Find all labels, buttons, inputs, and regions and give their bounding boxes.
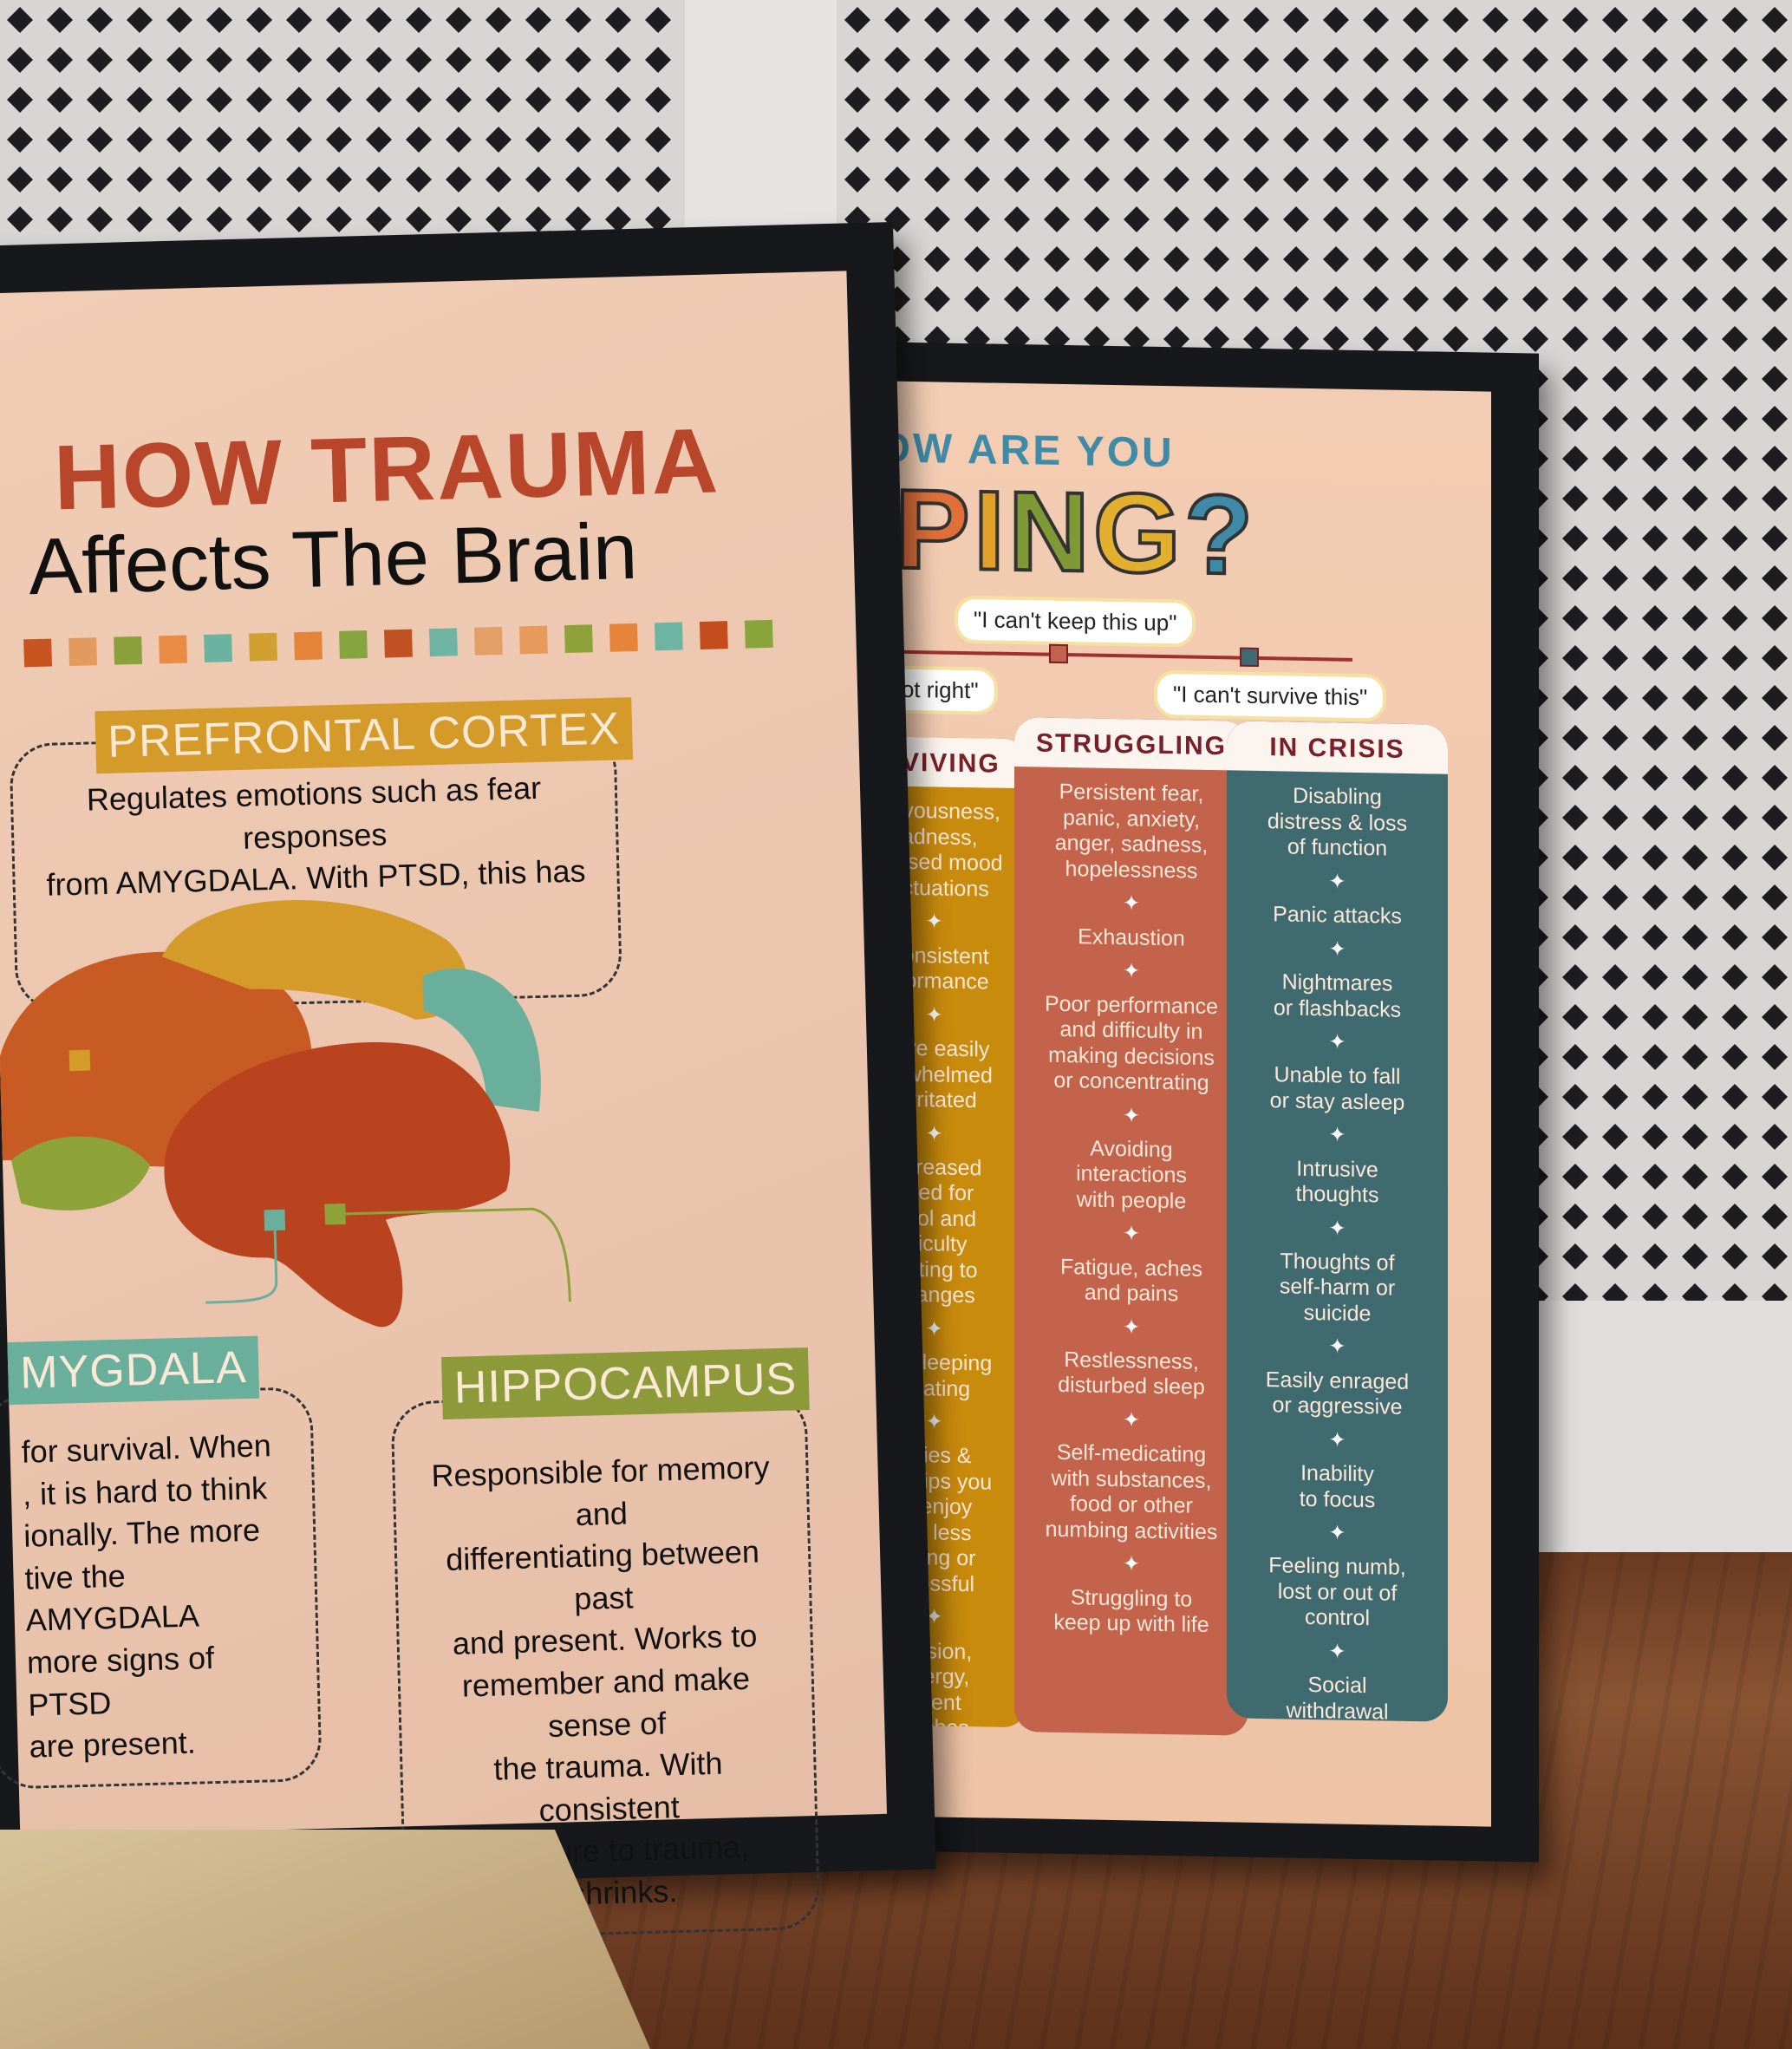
symptom-item: Self-medicating with substances, food or… xyxy=(1045,1440,1218,1544)
sparkle-separator-icon: ✦ xyxy=(1122,1552,1141,1576)
color-square xyxy=(654,622,683,651)
color-square xyxy=(519,625,548,655)
sparkle-separator-icon: ✦ xyxy=(1328,1334,1346,1360)
sparkle-separator-icon: ✦ xyxy=(1328,1216,1346,1241)
sparkle-separator-icon: ✦ xyxy=(1122,1103,1141,1128)
symptom-item: Avoiding interactions with people xyxy=(1076,1136,1187,1214)
title-letter: N xyxy=(1007,466,1095,597)
color-strip xyxy=(23,619,773,668)
symptom-item: Thoughts of self-harm or suicide xyxy=(1279,1249,1396,1327)
column-struggling: STRUGGLING Persistent fear, panic, anxiet… xyxy=(1014,717,1248,1736)
color-square xyxy=(23,638,53,668)
column-in-crisis: IN CRISIS Disabling distress & loss of fu… xyxy=(1227,721,1448,1722)
title-letter: G xyxy=(1091,467,1186,599)
sparkle-separator-icon: ✦ xyxy=(1328,1428,1346,1452)
color-square xyxy=(474,626,503,656)
column-body: Disabling distress & loss of function ✦ Pa… xyxy=(1227,771,1448,1722)
amygdala-description: for survival. When , it is hard to think… xyxy=(0,1386,323,1790)
color-square xyxy=(114,636,142,665)
color-square xyxy=(744,619,773,649)
brain-temporal-lobe xyxy=(164,1042,511,1328)
prefrontal-marker xyxy=(68,1049,91,1072)
brain-parietal-lobe xyxy=(161,900,467,1020)
symptom-item: Easily enraged or aggressive xyxy=(1265,1367,1410,1420)
symptom-item: Disabling distress & loss of function xyxy=(1267,784,1408,861)
wooden-block xyxy=(0,1830,650,2049)
color-square xyxy=(249,632,277,662)
color-square xyxy=(339,630,368,659)
amygdala-marker xyxy=(264,1209,286,1231)
sparkle-separator-icon: ✦ xyxy=(1328,1521,1346,1545)
symptom-item: Social withdrawal xyxy=(1286,1673,1389,1722)
column-header: STRUGGLING xyxy=(1014,717,1248,772)
sparkle-separator-icon: ✦ xyxy=(1122,1315,1141,1340)
amygdala-label: MYGDALA xyxy=(7,1335,260,1406)
symptom-item: Nightmares or flashbacks xyxy=(1273,969,1402,1022)
color-square xyxy=(609,623,638,652)
symptom-item: Restlessness, disturbed sleep xyxy=(1058,1347,1205,1400)
color-square xyxy=(294,631,323,661)
color-square xyxy=(384,629,413,658)
hippocampus-marker xyxy=(324,1203,346,1225)
brain-cerebellum xyxy=(10,1136,151,1210)
poster-title-line2: Affects The Brain xyxy=(27,506,639,612)
column-header: IN CRISIS xyxy=(1227,721,1448,775)
trauma-brain-poster-frame: HOW TRAUMA Affects The Brain Regulates e… xyxy=(0,221,936,1940)
symptom-item: Unable to fall or stay asleep xyxy=(1269,1062,1405,1115)
symptom-item: Intrusive thoughts xyxy=(1295,1156,1379,1208)
symptom-item: Exhaustion xyxy=(1078,924,1185,951)
column-body: Persistent fear, panic, anxiety, anger, … xyxy=(1014,767,1248,1651)
brain-occipital-lobe xyxy=(422,968,541,1113)
sparkle-separator-icon: ✦ xyxy=(1328,1030,1346,1054)
title-letter: ? xyxy=(1183,468,1258,599)
sparkle-separator-icon: ✦ xyxy=(1328,870,1346,894)
scale-marker-square-icon xyxy=(1049,643,1068,664)
symptom-item: Persistent fear, panic, anxiety, anger, … xyxy=(1054,780,1209,884)
scale-marker-pentagon-icon xyxy=(1240,647,1259,667)
color-square xyxy=(699,621,728,649)
sparkle-separator-icon: ✦ xyxy=(1122,891,1141,916)
quote-right: "I can't survive this" xyxy=(1157,673,1384,719)
sparkle-separator-icon: ✦ xyxy=(1328,1123,1346,1148)
symptom-item: Struggling to keep up with life xyxy=(1053,1584,1209,1638)
color-square xyxy=(68,637,98,667)
symptom-item: Poor performance and difficulty in makin… xyxy=(1044,991,1219,1095)
sparkle-separator-icon: ✦ xyxy=(1328,1640,1346,1664)
sparkle-separator-icon: ✦ xyxy=(1122,1408,1141,1432)
color-square xyxy=(204,634,232,662)
hippocampus-label: HIPPOCAMPUS xyxy=(441,1347,811,1420)
trauma-brain-poster: HOW TRAUMA Affects The Brain Regulates e… xyxy=(0,271,887,1940)
color-square xyxy=(564,624,593,654)
sparkle-separator-icon: ✦ xyxy=(1122,959,1141,983)
title-letter: I xyxy=(972,465,1010,596)
sparkle-separator-icon: ✦ xyxy=(1328,937,1346,962)
sparkle-separator-icon: ✦ xyxy=(1122,1222,1141,1246)
symptom-item: Feeling numb, lost or out of control xyxy=(1268,1553,1406,1631)
symptom-item: Inability to focus xyxy=(1299,1460,1376,1512)
quote-middle: "I can't keep this up" xyxy=(958,598,1193,644)
symptom-item: Fatigue, aches and pains xyxy=(1060,1254,1202,1307)
title-letter: P xyxy=(893,464,975,596)
brain-illustration xyxy=(0,900,571,1328)
symptom-item: Panic attacks xyxy=(1273,902,1402,930)
color-square xyxy=(159,635,187,664)
color-square xyxy=(429,628,458,657)
